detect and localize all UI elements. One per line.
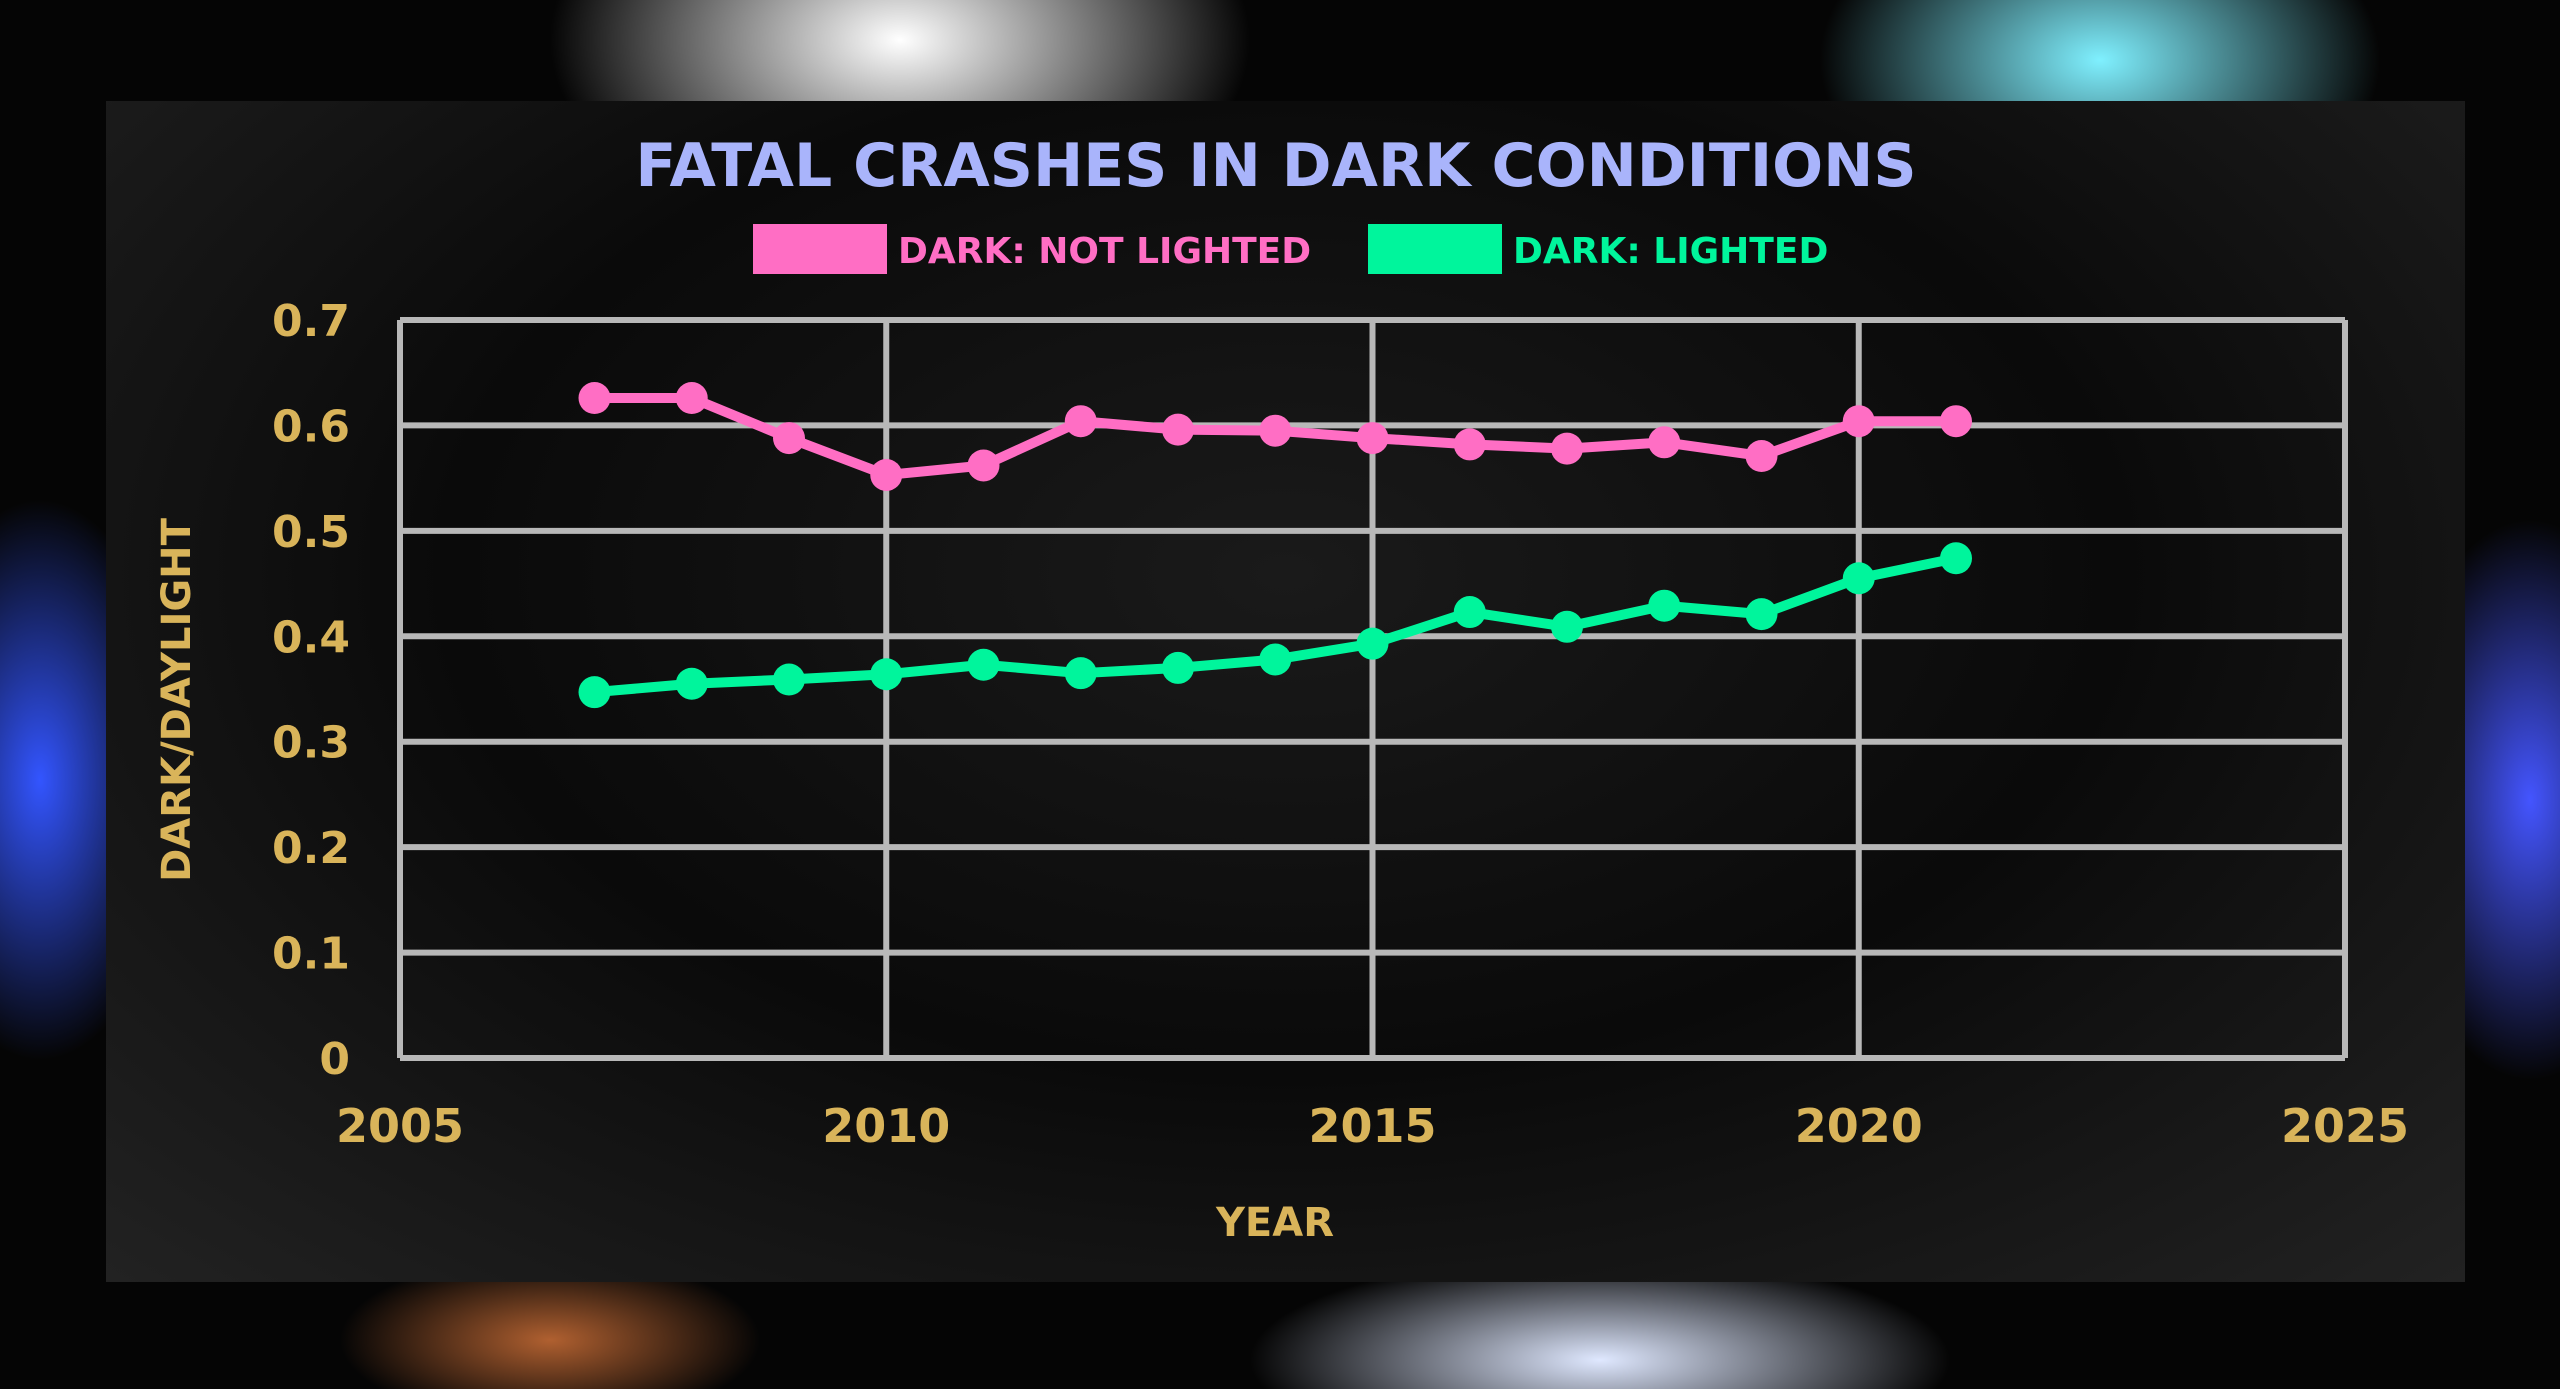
legend-swatch	[753, 224, 887, 274]
y-tick-label: 0.7	[272, 296, 350, 347]
data-point	[1842, 562, 1875, 595]
x-tick-label: 2015	[1308, 1099, 1436, 1153]
y-tick-label: 0.5	[272, 507, 350, 558]
chart-title: FATAL CRASHES IN DARK CONDITIONS	[635, 131, 1916, 201]
data-point	[1356, 627, 1389, 660]
data-point	[967, 449, 1000, 482]
y-tick-label: 0	[319, 1034, 350, 1085]
y-tick-label: 0.3	[272, 718, 350, 769]
data-point	[870, 458, 903, 491]
data-point	[675, 667, 708, 700]
data-point	[1453, 596, 1486, 629]
x-tick-label: 2005	[336, 1099, 464, 1153]
axes: 0 0.1 0.2 0.3 0.4 0.5 0.6 0.7 2005 2010 2015 2020 20…	[272, 296, 2409, 1153]
data-point	[1453, 428, 1486, 461]
data-point	[1259, 643, 1292, 676]
data-point	[1162, 413, 1194, 446]
chart-panel	[106, 101, 2465, 1282]
data-point	[1940, 542, 1972, 575]
data-point	[578, 676, 611, 709]
data-point	[675, 382, 708, 415]
data-point	[1551, 610, 1583, 643]
data-point	[1745, 598, 1778, 631]
data-point	[773, 663, 805, 696]
data-point	[1745, 440, 1778, 473]
data-point	[578, 382, 611, 415]
data-point	[1842, 405, 1875, 438]
legend-swatch	[1368, 224, 1502, 274]
data-point	[870, 658, 903, 691]
y-tick-label: 0.6	[272, 401, 350, 452]
data-point	[773, 422, 805, 455]
data-point	[1064, 405, 1097, 438]
data-point	[1551, 432, 1583, 465]
data-point	[1940, 405, 1972, 438]
data-point	[1356, 422, 1389, 455]
data-point	[1162, 651, 1194, 684]
y-axis-label: DARK/DAYLIGHT	[154, 517, 200, 882]
x-tick-label: 2010	[822, 1099, 950, 1153]
y-tick-label: 0.1	[272, 929, 350, 980]
x-tick-label: 2020	[1795, 1099, 1923, 1153]
legend-label: DARK: NOT LIGHTED	[898, 231, 1311, 272]
data-point	[1259, 414, 1292, 447]
series-group	[578, 382, 1972, 709]
y-tick-label: 0.2	[272, 823, 350, 874]
x-tick-label: 2025	[2281, 1099, 2409, 1153]
y-tick-label: 0.4	[272, 612, 350, 663]
data-point	[1064, 657, 1097, 690]
legend-label: DARK: LIGHTED	[1513, 231, 1828, 272]
x-axis-label: YEAR	[1215, 1200, 1334, 1246]
data-point	[1648, 426, 1681, 459]
data-point	[967, 648, 1000, 681]
data-point	[1648, 589, 1681, 622]
legend: DARK: NOT LIGHTED DARK: LIGHTED	[753, 224, 1828, 274]
